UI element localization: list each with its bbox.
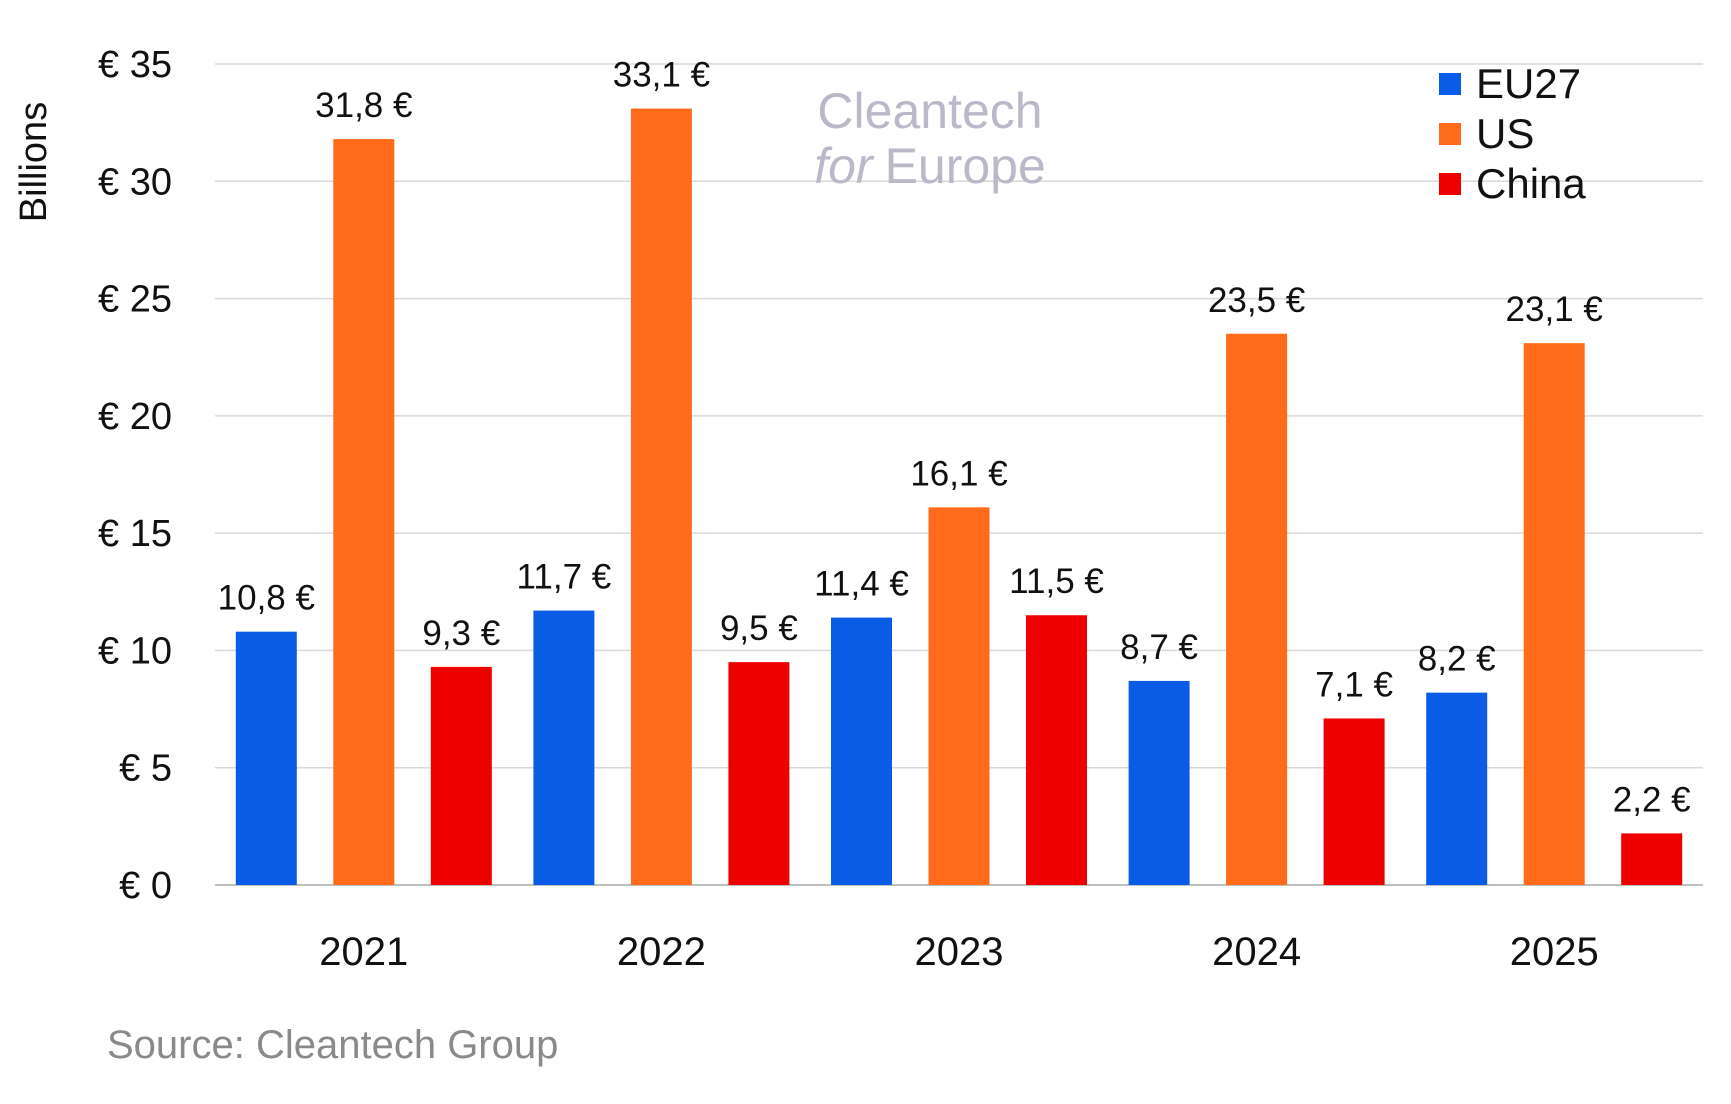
bar-us-2021 [333,139,395,885]
data-label: 11,4 € [814,565,909,604]
legend-swatch-us [1439,123,1461,145]
legend-label-china: China [1476,160,1586,207]
y-axis-label: Billions [13,102,55,222]
x-tick-label: 2025 [1510,930,1599,974]
data-label: 10,8 € [218,579,315,618]
data-label: 9,5 € [720,609,798,648]
y-tick-label: € 15 [98,513,172,555]
bar-us-2023 [928,507,990,885]
bar-china-2024 [1323,718,1385,885]
data-label: 8,7 € [1120,628,1198,667]
legend-swatch-eu27 [1439,73,1461,95]
cleantech-for-europe-logo: Cleantech for Europe [814,83,1046,194]
data-label: 8,2 € [1418,640,1496,679]
bar-us-2024 [1226,333,1288,885]
source-note: Source: Cleantech Group [107,1023,558,1067]
legend-swatch-china [1439,173,1461,195]
bar-china-2022 [728,662,790,885]
bar-eu27-2022 [533,610,595,885]
data-label: 9,3 € [422,614,500,653]
bar-china-2023 [1026,615,1087,885]
data-label: 11,5 € [1009,562,1104,601]
legend-label-us: US [1476,110,1534,157]
data-label: 23,5 € [1208,281,1305,320]
y-tick-label: € 35 [98,44,172,86]
data-label: 23,1 € [1506,290,1603,329]
bars [235,108,1683,885]
x-axis-ticks: 2021 2022 2023 2024 2025 [319,930,1598,974]
data-label: 33,1 € [613,56,710,95]
y-tick-label: € 0 [119,865,172,907]
bar-us-2025 [1523,343,1585,885]
data-labels: 10,8 € 31,8 € 9,3 € 11,7 € 33,1 € 9,5 € 11,4 €… [218,56,1691,820]
data-label: 11,7 € [517,558,612,597]
y-tick-label: € 25 [98,279,172,321]
y-tick-label: € 30 [98,161,172,203]
bar-china-2025 [1621,833,1683,885]
data-label: 7,1 € [1315,665,1393,704]
logo-line-1: Cleantech [817,83,1042,139]
y-tick-label: € 10 [98,630,172,672]
bar-eu27-2024 [1128,680,1190,885]
y-tick-label: € 5 [119,748,172,790]
bar-china-2021 [430,666,492,885]
bar-eu27-2023 [831,617,892,885]
logo-line-2: for Europe [814,138,1046,194]
x-tick-label: 2023 [915,930,1004,974]
bar-eu27-2025 [1426,692,1488,885]
data-label: 16,1 € [910,454,1007,493]
logo-for: for [814,138,875,194]
y-tick-label: € 20 [98,396,172,438]
logo-europe: Europe [885,138,1046,194]
data-label: 2,2 € [1613,780,1691,819]
y-axis-ticks: € 0 € 5 € 10 € 15 € 20 € 25 € 30 € 35 [98,44,172,907]
x-tick-label: 2021 [319,930,408,974]
data-label: 31,8 € [315,86,412,125]
x-tick-label: 2024 [1212,930,1301,974]
x-tick-label: 2022 [617,930,706,974]
legend-label-eu27: EU27 [1476,60,1581,107]
bar-us-2022 [630,108,692,885]
bar-eu27-2021 [235,631,297,885]
